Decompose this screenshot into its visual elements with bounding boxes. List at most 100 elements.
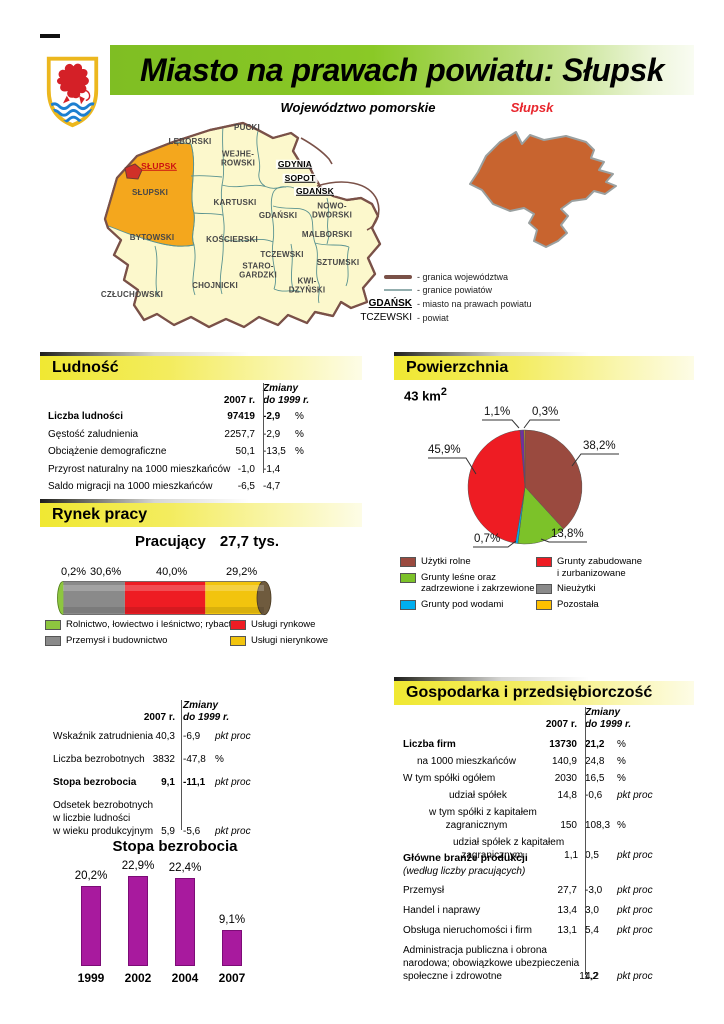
bar-segment — [63, 581, 125, 615]
district-label: SŁUPSKI — [131, 187, 169, 197]
branches-table: Przemysł 27,7 -3,0 pkt proc Handel i naprawy… — [403, 884, 703, 990]
voivodeship-label: Województwo pomorskie — [280, 100, 436, 115]
bar-segment — [205, 581, 264, 615]
column-divider — [263, 383, 264, 473]
legend-swatch — [45, 620, 61, 630]
section-title: Ludność — [52, 359, 119, 376]
district-label: TCZEWSKI — [260, 249, 304, 259]
table-row: Saldo migracji na 1000 mieszkańców -6,5 -4… — [48, 481, 281, 492]
district-label: STARO- GARDZKI — [239, 261, 277, 279]
bar-segments — [57, 580, 272, 616]
title-banner: Miasto na prawach powiatu: Słupsk — [110, 45, 694, 95]
bar-value-label: 22,4% — [168, 861, 202, 874]
bar — [81, 886, 101, 966]
col-2007: 2007 r. — [223, 395, 255, 406]
pie-legend: Użytki rolne Grunty leśne oraz zadrzewion… — [400, 556, 700, 614]
section-title: Powierzchnia — [406, 359, 509, 376]
slupsk-city-area — [124, 163, 143, 180]
table-header-row: 2007 r. Zmiany do 1999 r. — [48, 383, 358, 407]
pie-pct-label: 0,7% — [474, 533, 501, 545]
pie-pct-label: 0,3% — [532, 406, 559, 418]
bar-category-label: 2007 — [218, 971, 246, 985]
vistula-spit — [316, 181, 380, 231]
employment-legend: Rolnictwo, łowiectwo i leśnictwo; rybact… — [45, 619, 405, 650]
legend-swatch — [400, 599, 416, 610]
pie-slice — [523, 429, 526, 488]
section-header-powierzchnia: Powierzchnia — [394, 352, 694, 380]
column-divider — [181, 700, 182, 830]
district-label: CHOJNICKI — [192, 280, 238, 290]
district-label: GDAŃSKI — [258, 210, 298, 220]
bar-pct-label: 0,2% — [61, 566, 87, 578]
district-label: SZTUMSKI — [316, 257, 360, 267]
table-row: w tym spółki z kapitałem zagranicznym 150… — [429, 807, 626, 831]
pie-slice — [467, 429, 526, 544]
district-label: GDAŃSK — [293, 185, 337, 196]
district-label: MALBORSKI — [301, 229, 353, 239]
district-label: CZŁUCHOWSKI — [100, 289, 164, 299]
district-label: KWI- DZYŃSKI — [288, 276, 326, 294]
pie-pct-label: 45,9% — [428, 444, 461, 456]
table-row: Liczba ludności 97419 -2,9% — [48, 411, 304, 422]
table-row: Liczba firm 13730 21,2% — [403, 739, 626, 750]
table-row: udział spółek 14,8 -0,6 pkt proc — [449, 790, 653, 801]
col-change: Zmiany do 1999 r. — [263, 383, 310, 406]
col-change: Zmiany do 1999 r. — [183, 700, 230, 723]
table-row: Handel i naprawy 13,4 3,0 pkt proc — [403, 905, 653, 916]
district-label: BYTOWSKI — [129, 232, 175, 242]
table-row: na 1000 mieszkańców 140,9 24,8% — [417, 756, 626, 767]
legend-item: Rolnictwo, łowiectwo i leśnictwo; rybact… — [45, 619, 243, 631]
table-header-row: 2007 r. Zmiany do 1999 r. — [53, 700, 353, 724]
table-row: Administracja publiczna i obrona narodow… — [403, 945, 653, 982]
pie-slices — [467, 429, 583, 545]
bar-value-label: 22,9% — [121, 859, 155, 872]
district-label: LĘBORSKI — [168, 136, 212, 146]
unemployment-chart: Stopa bezrobocia 20,2% 1999 22,9% 2002 22,4%… — [55, 836, 305, 988]
legend-swatch — [400, 557, 416, 567]
section-header-rynek-pracy: Rynek pracy — [40, 499, 362, 527]
legend-swatch — [400, 572, 416, 583]
bar-pct-label: 29,2% — [226, 566, 258, 578]
pie-pct-label: 38,2% — [583, 440, 616, 452]
pie-leader-lines — [428, 419, 619, 548]
gospodarka-table: 2007 r. Zmiany do 1999 r. Liczba firm 137… — [403, 707, 703, 975]
legend-swatch — [536, 584, 552, 594]
bar-category-label: 2004 — [171, 971, 199, 985]
legend-item: Nieużytki — [536, 583, 642, 595]
col-2007: 2007 r. — [545, 719, 577, 730]
corner-mark — [40, 34, 60, 38]
legend-item: Przemysł i budownictwo — [45, 635, 230, 647]
table-row: Stopa bezrobocia 9,1 -11,1 pkt proc — [53, 777, 251, 788]
table-row: Liczba bezrobotnych 3832 -47,8% — [53, 754, 224, 765]
bar — [222, 930, 242, 966]
chart-title: Stopa bezrobocia — [112, 838, 238, 855]
table-row: Odsetek bezrobotnych w liczbie ludności … — [53, 800, 251, 837]
section-title: Gospodarka i przedsiębiorczość — [406, 684, 653, 701]
section-title: Rynek pracy — [52, 506, 148, 523]
legend-swatch — [230, 620, 246, 630]
legend-item: Pozostała — [536, 599, 642, 611]
table-header-row: 2007 r. Zmiany do 1999 r. — [403, 707, 703, 731]
pie-svg — [428, 419, 619, 548]
branches-title: Główne branże produkcji — [403, 852, 528, 864]
map-legend-row: GDAŃSK - miasto na prawach powiatu — [368, 298, 532, 309]
table-row: Obsługa nieruchomości i firm 13,1 5,4 pkt p… — [403, 925, 653, 936]
table-row: udział spółek z kapitałem zagranicznym 1,… — [453, 837, 653, 861]
legend-swatch — [45, 635, 61, 646]
bar-pct-label: 40,0% — [156, 566, 188, 578]
bar-category-label: 1999 — [77, 971, 105, 985]
hel-spit — [300, 137, 333, 165]
bar-value-label: 9,1% — [218, 914, 246, 927]
legend-swatch — [536, 599, 552, 610]
voivodeship-map: PUCKI LĘBORSKI WEJHE- ROWSKI GDYNIA SOPOT GDA… — [95, 116, 395, 334]
bar-segment — [124, 581, 206, 615]
section-header-ludnosc: Ludność — [40, 352, 362, 380]
district-label: KARTUSKI — [213, 197, 257, 207]
area-value: 43 km2 — [404, 386, 447, 404]
map-legend: - granica województwa - granice powiatów G… — [358, 272, 688, 326]
bar — [128, 875, 148, 966]
page-title: Miasto na prawach powiatu: Słupsk — [140, 52, 665, 88]
col-2007: 2007 r. — [143, 712, 175, 723]
bar — [175, 877, 195, 966]
section-header-gospodarka: Gospodarka i przedsiębiorczość — [394, 677, 694, 705]
